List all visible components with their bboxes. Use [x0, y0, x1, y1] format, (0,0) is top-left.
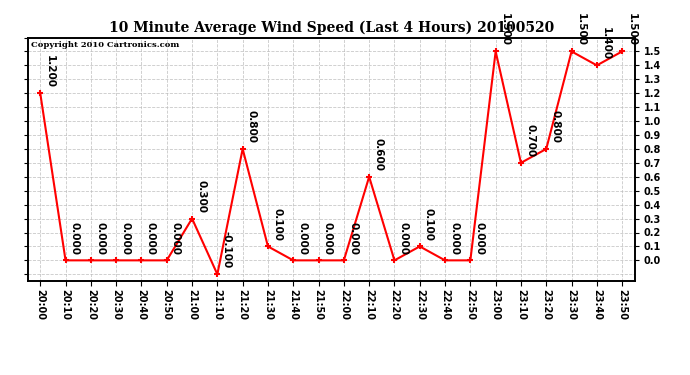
- Text: 0.100: 0.100: [272, 208, 282, 241]
- Text: 0.000: 0.000: [348, 222, 358, 255]
- Text: 0.000: 0.000: [399, 222, 408, 255]
- Text: 1.400: 1.400: [601, 27, 611, 60]
- Text: 0.300: 0.300: [196, 180, 206, 213]
- Text: 1.500: 1.500: [627, 13, 636, 46]
- Text: 0.800: 0.800: [247, 110, 257, 143]
- Text: 0.000: 0.000: [475, 222, 484, 255]
- Text: 0.100: 0.100: [424, 208, 434, 241]
- Text: 0.600: 0.600: [373, 138, 384, 171]
- Text: 0.000: 0.000: [323, 222, 333, 255]
- Text: 0.000: 0.000: [70, 222, 80, 255]
- Text: 1.500: 1.500: [500, 13, 510, 46]
- Text: 0.000: 0.000: [95, 222, 105, 255]
- Text: 1.500: 1.500: [575, 13, 586, 46]
- Text: 1.200: 1.200: [44, 55, 55, 88]
- Title: 10 Minute Average Wind Speed (Last 4 Hours) 20100520: 10 Minute Average Wind Speed (Last 4 Hou…: [108, 21, 554, 35]
- Text: 0.000: 0.000: [146, 222, 156, 255]
- Text: Copyright 2010 Cartronics.com: Copyright 2010 Cartronics.com: [30, 41, 179, 49]
- Text: 0.000: 0.000: [171, 222, 181, 255]
- Text: 0.000: 0.000: [449, 222, 460, 255]
- Text: 0.700: 0.700: [525, 124, 535, 157]
- Text: 0.000: 0.000: [120, 222, 130, 255]
- Text: 0.800: 0.800: [551, 110, 560, 143]
- Text: 0.000: 0.000: [297, 222, 308, 255]
- Text: -0.100: -0.100: [221, 231, 232, 269]
